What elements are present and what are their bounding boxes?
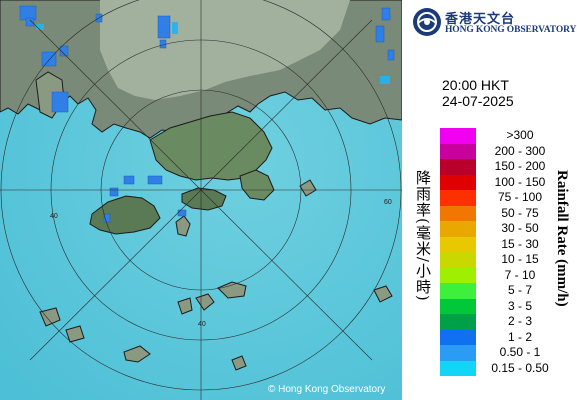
island (231, 355, 247, 371)
island (65, 325, 85, 343)
legend-label: 50 - 75 (501, 205, 539, 220)
legend-swatch (440, 159, 476, 175)
legend-label: 75 - 100 (497, 190, 543, 204)
island (39, 307, 61, 327)
legend-swatch (440, 205, 476, 221)
hko-emblem-icon (413, 8, 441, 36)
ring-label-60-east: 60 (384, 199, 392, 206)
legend-label: 100 - 150 (494, 174, 546, 189)
color-scale-labels: >300 200 - 300 150 - 200 100 - 150 75 - 100 5… (480, 128, 560, 376)
island (123, 345, 151, 363)
copyright-text: © Hong Kong Observatory (268, 384, 386, 395)
legend-swatch (440, 283, 476, 299)
radar-map-svg: 40 60 40 (0, 0, 402, 400)
legend-label: 2 - 3 (507, 314, 532, 328)
logo-english-name: HONG KONG OBSERVATORY (445, 25, 577, 35)
legend-swatch (440, 252, 476, 268)
legend-swatch (440, 174, 476, 190)
island (195, 293, 215, 311)
legend-swatch (440, 314, 476, 330)
legend-label: 1 - 2 (507, 329, 532, 344)
legend-panel: 香港天文台 HONG KONG OBSERVATORY 20:00 HKT 24… (402, 0, 577, 400)
lantau-island (89, 195, 161, 235)
legend-swatch (440, 221, 476, 237)
hko-logo[interactable]: 香港天文台 HONG KONG OBSERVATORY (412, 5, 577, 41)
timestamp-time: 20:00 HKT (442, 77, 509, 93)
new-territories (149, 111, 273, 181)
color-scale (440, 128, 476, 376)
hk-island (181, 187, 227, 211)
legend-swatch (440, 143, 476, 159)
legend-label: 0.15 - 0.50 (491, 360, 549, 375)
range-rings (0, 0, 402, 400)
logo-chinese-name: 香港天文台 (445, 12, 516, 27)
legend-label: 5 - 7 (507, 283, 532, 297)
legend-label: 10 - 15 (501, 252, 539, 266)
legend-swatch (440, 298, 476, 314)
legend-swatch (440, 345, 476, 361)
radar-map[interactable]: 40 60 40 © Hong Kong Observatory (0, 0, 402, 400)
legend-label: 0.50 - 1 (499, 345, 541, 359)
legend-label: 30 - 50 (501, 221, 539, 235)
sai-kung (239, 169, 275, 201)
island (217, 281, 247, 299)
island (373, 285, 393, 303)
legend-label: 200 - 300 (494, 143, 546, 158)
timestamp-date: 24-07-2025 (442, 93, 514, 109)
legend-label: >300 (506, 128, 534, 142)
legend-swatch (440, 360, 476, 376)
island (177, 297, 193, 315)
ring-label-40-west: 40 (50, 213, 58, 220)
rain-echoes (19, 5, 395, 223)
legend-swatch (440, 236, 476, 252)
legend-swatch (440, 190, 476, 206)
rain-echoes-light (36, 22, 390, 84)
legend-label: 15 - 30 (501, 236, 539, 251)
legend-swatch (440, 329, 476, 345)
lamma-island (175, 215, 191, 237)
legend-swatch (440, 267, 476, 283)
legend-label: 150 - 200 (494, 159, 546, 173)
legend-label: 7 - 10 (504, 267, 536, 282)
legend-swatch (440, 128, 476, 144)
ring-label-40-south: 40 (198, 321, 206, 328)
legend-label: 3 - 5 (507, 298, 532, 313)
legend-title-chinese: 降雨率(毫米/小時) (414, 170, 432, 302)
legend-title-english: Rainfall Rate (mm/h) (554, 170, 570, 307)
